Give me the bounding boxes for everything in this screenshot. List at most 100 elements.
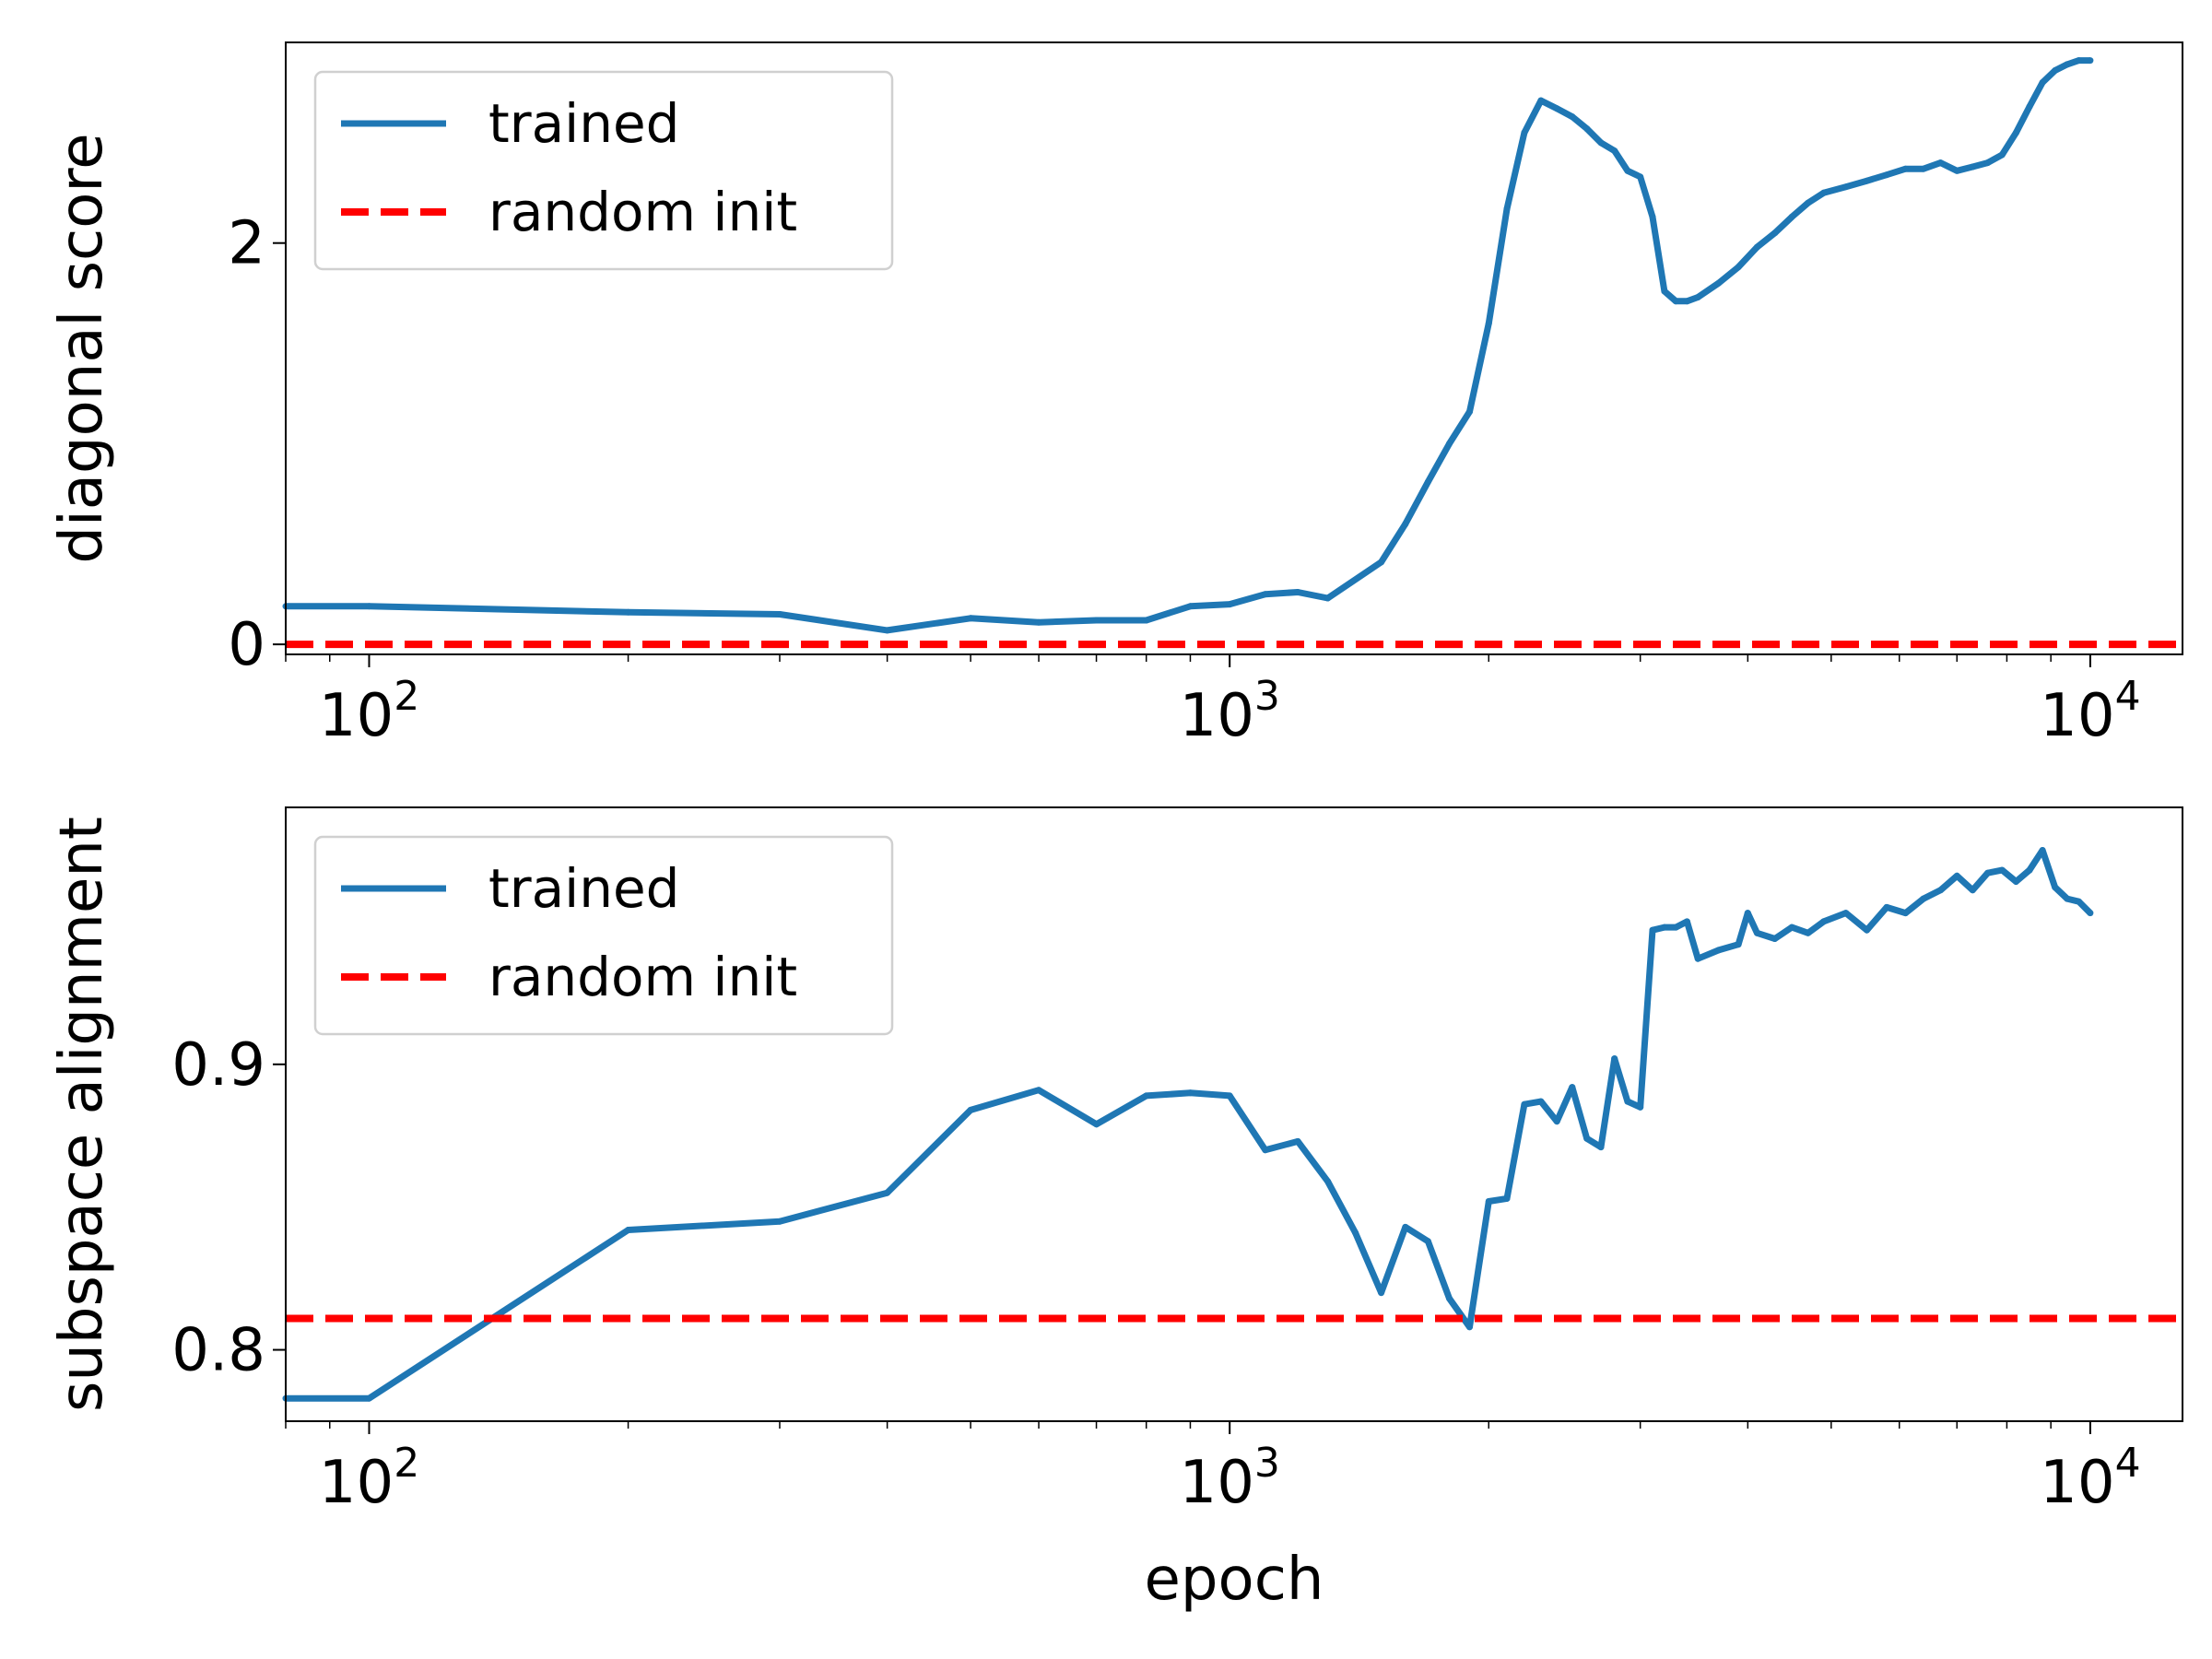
series-trained-point [1446,1295,1453,1302]
series-trained-point [1093,1121,1100,1128]
series-trained-point [1715,279,1723,287]
legend-label-trained: trained [488,92,680,155]
series-trained-point [1661,288,1668,295]
series-trained-point [1624,1098,1631,1105]
series-trained-point [1883,171,1890,179]
series-trained-point [366,1394,372,1402]
series-trained-point [1788,924,1795,931]
legend-label-trained: trained [488,857,680,920]
series-trained-point [1715,947,1723,954]
series-trained-point [2064,61,2071,68]
series-trained-point [1694,294,1701,300]
series-trained-point [1998,866,2006,874]
legend: trained random init [313,70,894,271]
series-trained-point [776,1218,783,1225]
series-trained-point [1597,139,1605,147]
series-trained-point [1294,1137,1301,1145]
series-trained-point [1583,125,1591,133]
series-trained-point [1805,199,1812,206]
legend-label-random-init: random init [488,181,797,243]
y-axis-label: diagonal score [48,133,116,563]
series-trained-point [1953,872,1960,879]
series-trained-point [1521,129,1528,136]
legend-box [313,70,894,271]
series-trained-point [1446,440,1453,447]
series-trained-point [1226,601,1233,608]
series-trained-point [1883,903,1890,911]
legend-label-random-init: random init [488,946,797,1008]
series-trained-point [1937,159,1944,167]
series-trained-point [1637,1103,1644,1111]
series-trained-point [1424,478,1431,486]
series-trained-point [1553,105,1560,112]
x-tick-label: 104 [2040,673,2140,750]
series-trained-point [1649,926,1656,934]
series-trained-point [1378,1289,1385,1297]
series-trained-point [776,611,783,618]
series-trained-point [1143,617,1150,624]
y-tick-label: 2 [228,210,265,278]
series-trained-point [2039,847,2046,853]
series-trained-point [1661,924,1668,931]
series-trained-point [1953,167,1960,174]
series-trained-point [884,627,891,634]
series-trained-point [1187,603,1194,610]
series-trained-point [2087,910,2094,917]
panel-subspace-alignment: 102 103 104 0.8 0.9 subspace alignment epoch tr… [48,806,2183,1614]
legend-box [313,835,894,1036]
series-trained-point [1984,869,1992,877]
series-trained-point [1735,941,1742,948]
series-trained-point [1683,298,1690,305]
series-trained-point [1753,243,1760,251]
series-trained-point [1864,926,1870,934]
series-trained-point [1143,1092,1150,1100]
series-trained-point [1902,910,1909,917]
series-trained-point [1771,229,1779,237]
series-trained-point [1262,591,1269,598]
series-trained-point [884,1189,891,1196]
series-trained-point [2026,103,2033,111]
x-tick-label: 104 [2040,1440,2140,1517]
series-trained-point [625,608,632,616]
series-trained-point [1984,159,1992,167]
series-trained-point [1187,1089,1194,1097]
series-trained-point [1553,1118,1560,1125]
series-trained-point [1771,935,1779,942]
series-trained-point [1920,895,1927,902]
series-trained-point [2052,67,2059,74]
series-trained-point [1569,1084,1576,1091]
series-trained-point [1842,910,1850,917]
series-trained-point [1902,165,1909,172]
series-trained-point [1842,183,1850,191]
plot-frame [285,806,2183,1422]
series-trained-point [1820,918,1828,925]
series-trained-point [1226,1092,1233,1100]
series-trained-point [1694,955,1701,962]
series-trained-point [1611,147,1618,155]
series-trained-point [1637,173,1644,181]
series-trained-point [1753,929,1760,936]
series-trained-point [1735,264,1742,271]
series-trained-point [1466,408,1473,416]
y-axis-label: subspace alignment [48,817,116,1412]
series-trained-point [1466,1324,1473,1331]
series-trained-point [366,603,372,610]
series-trained-point [1998,151,2006,159]
series-trained-point [1937,887,1944,894]
series-trained-point [1485,320,1492,327]
series-trained-point [1521,1100,1528,1108]
series-trained-point [1597,1144,1605,1151]
series-trained-point [1672,298,1679,305]
series-trained-point [1352,1230,1359,1237]
y-tick-label: 0.9 [171,1031,265,1100]
series-trained-point [1611,1055,1618,1063]
series-trained-point [2087,57,2094,65]
series-trained-point [1969,163,1976,171]
x-tick-label: 103 [1179,1440,1279,1517]
series-trained-point [1485,1198,1492,1205]
x-tick-label: 102 [319,673,419,750]
series-trained-point [2026,866,2033,874]
series-trained-point [2076,898,2082,905]
